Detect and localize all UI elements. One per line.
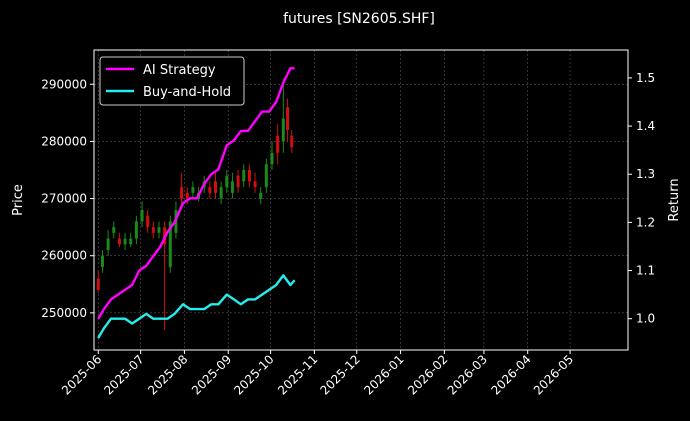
x-tick-label: 2025-06 <box>59 352 104 397</box>
y-tick-label: 270000 <box>41 192 87 206</box>
candle-body <box>270 152 274 165</box>
candle-body <box>247 170 251 182</box>
candle-body <box>157 227 161 233</box>
x-axis-ticks: 2025-062025-072025-082025-092025-102025-… <box>59 350 576 398</box>
y-tick-label: 280000 <box>41 134 87 148</box>
y2-tick-label: 1.2 <box>636 215 655 229</box>
candle-body <box>230 181 234 193</box>
candle-body <box>264 164 268 188</box>
ai-strategy-line <box>97 67 295 320</box>
x-tick-label: 2025-07 <box>101 352 146 397</box>
plot-frame <box>93 49 629 351</box>
y2-tick-label: 1.1 <box>636 264 655 278</box>
x-tick-label: 2025-09 <box>189 352 234 397</box>
candle-body <box>242 170 246 182</box>
series-lines <box>97 67 296 339</box>
candle-body <box>168 221 172 268</box>
candle-body <box>259 192 263 199</box>
chart-title: futures [SN2605.SHF] <box>283 11 435 27</box>
right-axis-ticks: 1.0 1.1 1.2 1.3 1.4 1.5 <box>628 71 655 326</box>
y-tick-label: 290000 <box>41 77 87 91</box>
candle-body <box>286 107 290 130</box>
x-tick-label: 2026-04 <box>488 352 533 397</box>
y2-tick-label: 1.5 <box>636 71 655 85</box>
x-tick-label: 2026-05 <box>531 352 576 397</box>
x-tick-label: 2025-12 <box>318 352 363 397</box>
candlesticks <box>96 78 294 330</box>
y-tick-label: 260000 <box>41 249 87 263</box>
candle-body <box>146 215 150 228</box>
candle-body <box>134 221 138 239</box>
candle-body <box>123 238 127 245</box>
candle-body <box>225 175 229 188</box>
candle-body <box>219 187 223 199</box>
y2-tick-label: 1.3 <box>636 167 655 181</box>
y-axis-label: Price <box>11 184 26 216</box>
candle-body <box>106 238 110 250</box>
candle-body <box>236 175 240 188</box>
x-tick-label: 2026-03 <box>445 352 490 397</box>
x-tick-label: 2025-10 <box>231 352 276 397</box>
candle-body <box>281 118 285 142</box>
y2-axis-label: Return <box>667 178 682 221</box>
candle-body <box>129 238 133 245</box>
candle-body <box>151 227 155 233</box>
candle-body <box>208 187 212 193</box>
legend-box <box>99 56 245 106</box>
buy-and-hold-line <box>97 274 296 339</box>
x-tick-label: 2025-08 <box>145 352 190 397</box>
x-tick-label: 2026-01 <box>361 352 406 397</box>
candle-body <box>180 187 184 199</box>
y-tick-label: 250000 <box>41 306 87 320</box>
candle-body <box>140 210 144 222</box>
candle-body <box>276 135 280 153</box>
candle-body <box>185 192 189 199</box>
candle-body <box>290 135 294 148</box>
left-axis-ticks: 250000 260000 270000 280000 290000 <box>41 77 94 320</box>
y2-tick-label: 1.4 <box>636 119 655 133</box>
x-tick-label: 2025-11 <box>275 352 320 397</box>
y2-tick-label: 1.0 <box>636 312 655 326</box>
x-tick-label: 2026-02 <box>405 352 450 397</box>
legend-label-ai-strategy: AI Strategy <box>143 63 216 78</box>
legend: AI Strategy Buy-and-Hold <box>99 56 245 106</box>
candle-body <box>100 255 104 268</box>
candle-body <box>253 181 257 188</box>
candle-body <box>191 187 195 193</box>
candle-body <box>117 238 121 245</box>
candle-body <box>96 278 100 290</box>
candle-body <box>112 227 116 233</box>
legend-label-buy-and-hold: Buy-and-Hold <box>143 85 231 100</box>
candle-body <box>213 181 217 193</box>
